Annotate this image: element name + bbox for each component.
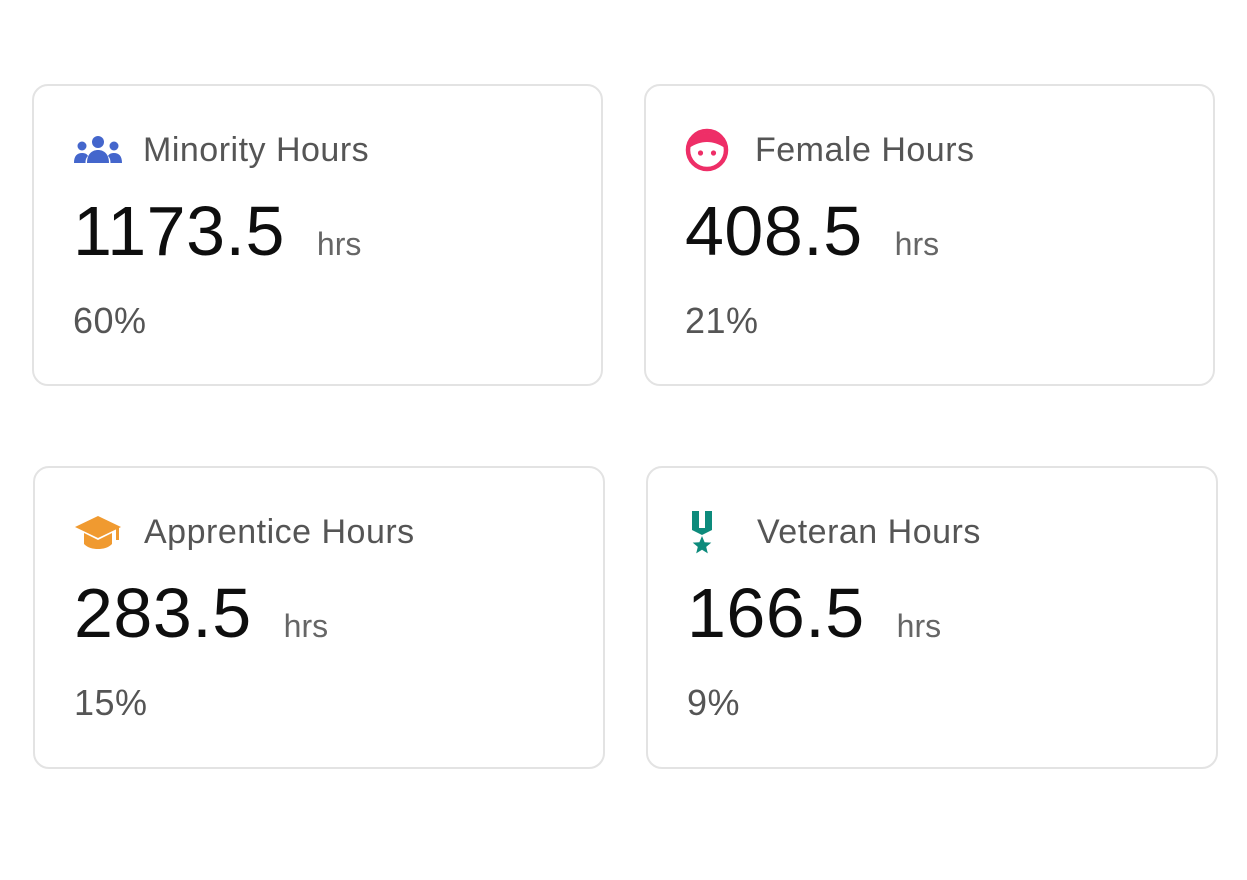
medal-icon xyxy=(687,510,737,554)
hours-value: 1173.5 xyxy=(73,192,285,270)
hours-value: 166.5 xyxy=(687,574,865,652)
card-title: Veteran Hours xyxy=(757,512,981,551)
card-value-row: 283.5 hrs xyxy=(74,573,328,653)
apprentice-hours-card: Apprentice Hours 283.5 hrs 15% xyxy=(33,466,605,769)
veteran-hours-card: Veteran Hours 166.5 hrs 9% xyxy=(646,466,1218,769)
card-title: Female Hours xyxy=(755,130,975,169)
card-value-row: 166.5 hrs xyxy=(687,573,941,653)
card-header: Veteran Hours xyxy=(687,510,981,554)
card-header: Minority Hours xyxy=(73,128,369,172)
card-header: Female Hours xyxy=(685,128,975,172)
hours-percent: 15% xyxy=(74,682,148,723)
hours-value: 283.5 xyxy=(74,574,252,652)
hours-unit: hrs xyxy=(896,608,942,644)
card-value-row: 1173.5 hrs xyxy=(73,191,361,271)
card-value-row: 408.5 hrs xyxy=(685,191,939,271)
hours-unit: hrs xyxy=(894,226,940,262)
hours-percent: 60% xyxy=(73,300,147,341)
card-header: Apprentice Hours xyxy=(74,510,415,554)
card-title: Minority Hours xyxy=(143,130,370,169)
people-group-icon xyxy=(73,128,123,172)
card-title: Apprentice Hours xyxy=(144,512,415,551)
hours-value: 408.5 xyxy=(685,192,863,270)
hours-percent: 9% xyxy=(687,682,741,723)
hours-percent: 21% xyxy=(685,300,759,341)
female-hours-card: Female Hours 408.5 hrs 21% xyxy=(644,84,1215,386)
minority-hours-card: Minority Hours 1173.5 hrs 60% xyxy=(32,84,603,386)
hours-unit: hrs xyxy=(283,608,329,644)
graduation-cap-icon xyxy=(74,510,124,554)
hours-unit: hrs xyxy=(316,226,362,262)
female-face-icon xyxy=(685,128,735,172)
